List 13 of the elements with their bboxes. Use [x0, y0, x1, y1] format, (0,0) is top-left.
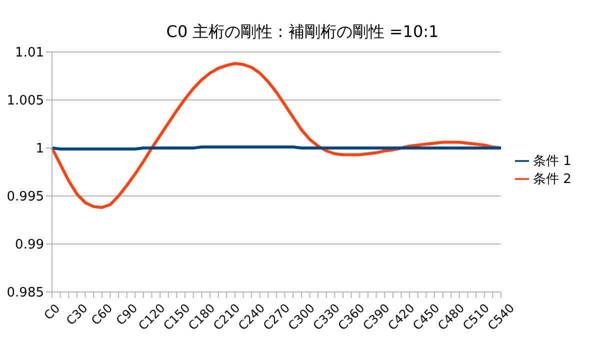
x-tick-label: C90: [114, 301, 140, 328]
x-tick-label: C30: [64, 301, 90, 328]
x-tick-label: C60: [88, 301, 116, 328]
x-tick-label: C0: [41, 301, 63, 323]
y-tick-label: 0.995: [6, 190, 44, 205]
y-tick-label: 1.005: [6, 94, 44, 109]
y-tick-label: 0.985: [6, 286, 44, 301]
legend-label: 条件 1: [533, 154, 572, 169]
y-tick-label: 1.01: [15, 46, 44, 61]
chart-title: C0 主桁の剛性 : 補剛桁の剛性 =10:1: [165, 22, 440, 43]
legend-label: 条件 2: [533, 172, 572, 187]
y-tick-label: 0.99: [15, 238, 44, 253]
y-tick-label: 1: [36, 142, 44, 157]
